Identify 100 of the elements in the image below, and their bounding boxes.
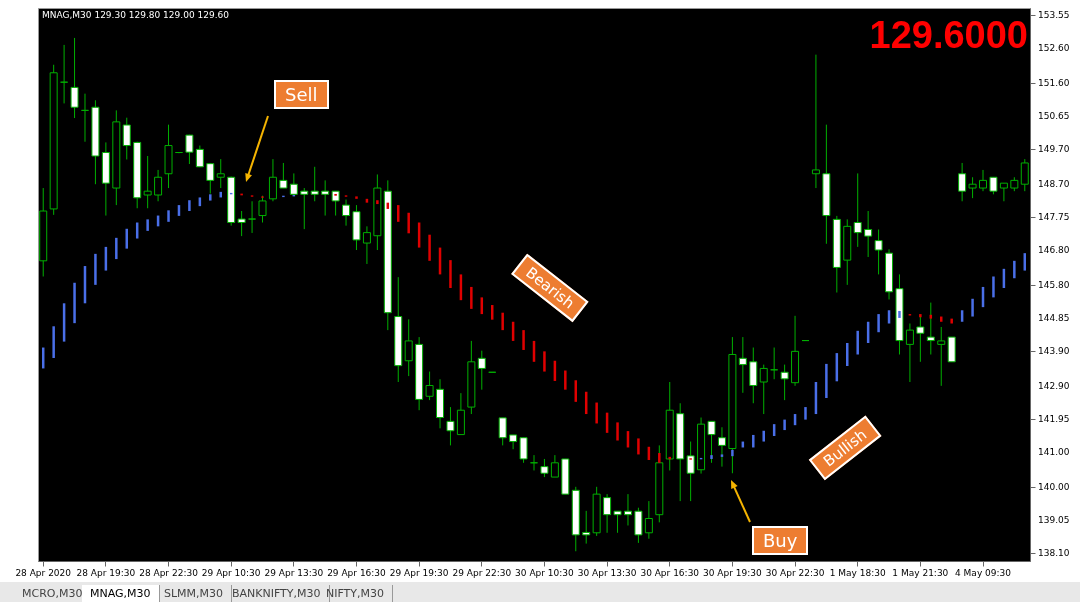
bar <box>971 298 974 317</box>
bar <box>595 402 598 424</box>
bar <box>877 314 880 333</box>
candlestick <box>623 493 632 526</box>
candlestick <box>70 37 79 119</box>
x-tick-label: 1 May 21:30 <box>892 567 949 578</box>
x-tick-label: 4 May 09:30 <box>955 567 1012 578</box>
bar <box>752 434 755 448</box>
candlestick <box>509 434 518 450</box>
bar <box>856 330 859 355</box>
bar <box>73 282 76 324</box>
candlestick <box>446 406 455 446</box>
candlestick <box>404 318 413 377</box>
candlestick <box>258 195 267 224</box>
candlestick <box>216 158 225 189</box>
bar <box>564 370 567 390</box>
bar <box>616 422 619 441</box>
candlestick <box>864 210 873 258</box>
candlestick <box>937 326 946 387</box>
bar <box>825 363 828 399</box>
y-tick-label: 140.00 <box>1038 481 1070 492</box>
candlestick <box>905 323 914 383</box>
y-tick-label: 138.10 <box>1038 547 1070 558</box>
candlestick <box>603 493 612 534</box>
annotation: Sell <box>274 80 329 109</box>
x-tick-label: 29 Apr 22:30 <box>452 567 512 578</box>
y-tick-label: 146.80 <box>1038 245 1070 256</box>
x-tick-label: 29 Apr 13:30 <box>264 567 324 578</box>
x-tick-label: 30 Apr 10:30 <box>515 567 575 578</box>
y-tick-label: 145.80 <box>1038 279 1070 290</box>
bar <box>783 419 786 431</box>
y-tick-label: 141.00 <box>1038 447 1070 457</box>
x-tick-label: 28 Apr 19:30 <box>76 567 136 578</box>
candlestick <box>686 441 695 502</box>
x-tick-label: 1 May 18:30 <box>829 567 886 578</box>
candlestick <box>362 225 371 265</box>
annotation: 129.6000 <box>869 14 1028 57</box>
candlestick <box>811 54 820 189</box>
candlestick <box>519 437 528 464</box>
x-tick-label: 29 Apr 19:30 <box>389 567 449 578</box>
bar <box>522 330 525 350</box>
candlestick <box>749 347 758 404</box>
candlestick <box>759 364 768 415</box>
candlestick <box>874 228 883 275</box>
candlestick <box>999 182 1008 202</box>
y-tick-label: 142.90 <box>1038 380 1070 391</box>
candlestick <box>968 176 977 199</box>
bar <box>637 438 640 455</box>
candlestick <box>143 155 152 209</box>
y-tick-label: 144.85 <box>1038 312 1070 323</box>
bar <box>376 200 379 205</box>
bar <box>919 314 922 318</box>
text: MNAG,M30 <box>82 585 160 602</box>
y-tick-label: 151.60 <box>1038 77 1070 88</box>
candlestick <box>248 200 257 234</box>
candlestick <box>154 169 163 202</box>
candlestick <box>477 350 486 391</box>
bar <box>898 310 901 318</box>
y-tick-label: 152.60 <box>1038 43 1070 54</box>
text: SLMM,M30 <box>156 585 233 602</box>
bar <box>355 196 358 199</box>
y-tick-label: 149.70 <box>1038 144 1070 155</box>
candlestick <box>540 458 549 478</box>
bar <box>668 456 671 460</box>
bar <box>804 407 807 420</box>
y-tick-label: 147.75 <box>1038 211 1070 222</box>
bar <box>543 351 546 372</box>
bar <box>762 430 765 442</box>
annotation: Buy <box>752 526 809 555</box>
candlestick <box>300 187 309 230</box>
x-tick-label: 29 Apr 16:30 <box>327 567 387 578</box>
bar <box>950 318 953 324</box>
x-tick-label: 30 Apr 16:30 <box>640 567 700 578</box>
x-tick-label: 30 Apr 22:30 <box>765 567 825 578</box>
candlestick <box>310 166 319 202</box>
x-tick-label: 30 Apr 19:30 <box>703 567 763 578</box>
candlestick <box>206 162 215 195</box>
text: NIFTY,M30 <box>326 587 385 600</box>
bar <box>115 237 118 260</box>
candlestick <box>707 420 716 464</box>
bar <box>846 343 849 366</box>
candlestick <box>185 134 194 165</box>
y-tick-label: 141.95 <box>1038 413 1070 424</box>
x-tick-label: 30 Apr 13:30 <box>577 567 637 578</box>
candlestick <box>853 172 862 248</box>
candlestick <box>425 371 434 401</box>
bar <box>219 191 222 198</box>
bar <box>992 276 995 298</box>
bar <box>470 286 473 309</box>
text: BANKNIFTY,M30 <box>232 587 321 600</box>
bar <box>428 234 431 261</box>
text: MCRO,M30 <box>14 585 92 602</box>
bar <box>52 326 55 358</box>
bar <box>658 453 661 463</box>
y-tick-label: 153.55 <box>1038 9 1070 20</box>
candlestick <box>582 510 591 545</box>
x-tick-label: 28 Apr 2020 <box>15 567 72 578</box>
bar <box>710 455 713 459</box>
bar <box>146 219 149 231</box>
candlestick <box>738 336 747 394</box>
